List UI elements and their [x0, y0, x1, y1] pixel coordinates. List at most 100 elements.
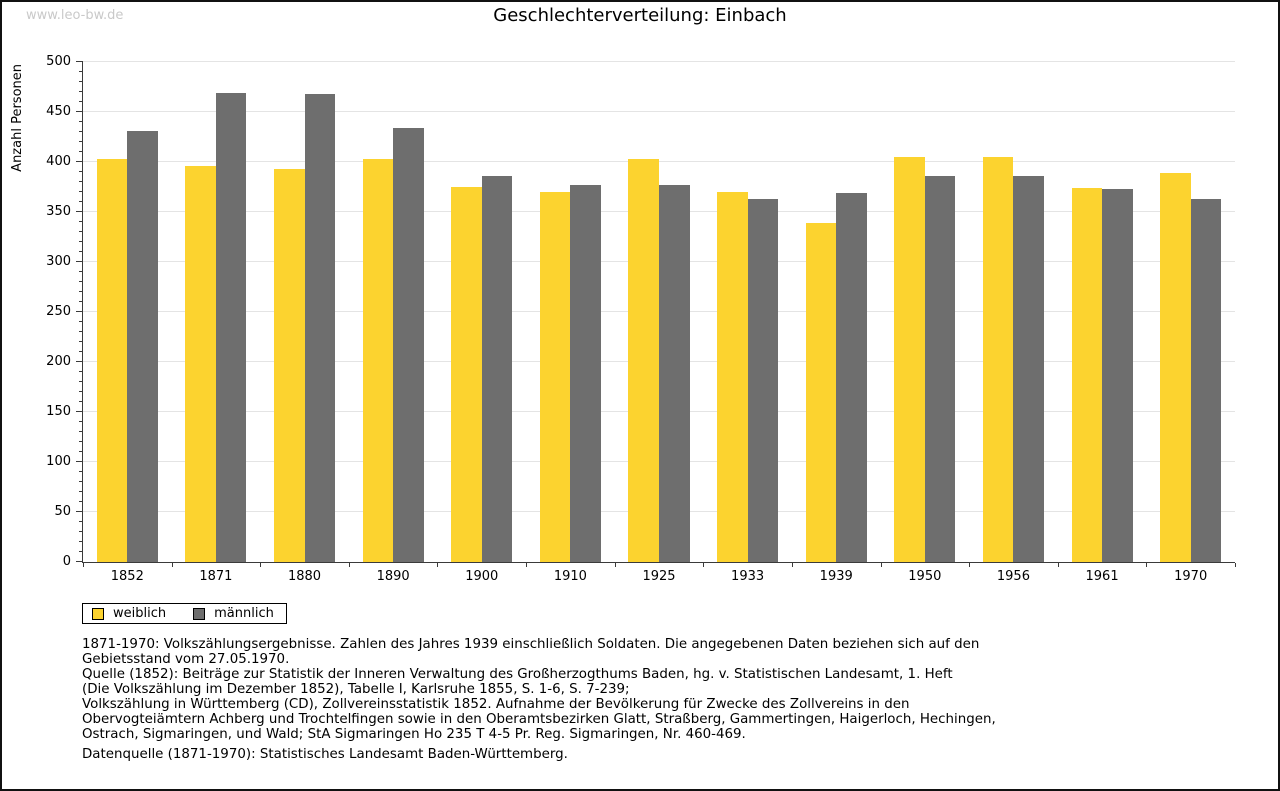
legend-item-weiblich: weiblich — [92, 606, 166, 621]
y-minor-tick-240 — [79, 321, 83, 322]
bar-männlich-1933 — [747, 199, 779, 562]
bar-weiblich-1910 — [539, 192, 571, 562]
x-category-label-1890: 1890 — [376, 569, 410, 584]
y-minor-tick-40 — [79, 521, 83, 522]
x-tick-7 — [703, 563, 705, 567]
y-minor-tick-460 — [79, 101, 83, 102]
bar-männlich-1910 — [570, 185, 601, 562]
legend-swatch-männlich — [193, 607, 206, 620]
bar-weiblich-1871 — [185, 166, 216, 562]
y-tick-label-0: 0 — [62, 554, 71, 569]
x-category-label-1852: 1852 — [110, 569, 144, 584]
y-minor-tick-320 — [79, 241, 83, 242]
bar-männlich-1961 — [1102, 189, 1133, 562]
y-minor-tick-310 — [79, 251, 83, 252]
y-minor-tick-80 — [79, 481, 83, 482]
bar-männlich-1900 — [481, 176, 513, 562]
bar-weiblich-1852 — [96, 159, 128, 562]
bar-männlich-1871 — [215, 93, 247, 562]
x-category-label-1910: 1910 — [553, 569, 587, 584]
footnote-line-2: Gebietsstand vom 27.05.1970. — [82, 652, 290, 667]
y-minor-tick-60 — [79, 501, 83, 502]
bar-männlich-1880 — [304, 94, 336, 562]
y-minor-tick-360 — [79, 201, 83, 202]
bar-weiblich-1900 — [451, 187, 482, 562]
y-tick-250 — [76, 311, 83, 312]
bar-männlich-1950 — [924, 176, 956, 562]
x-tick-8 — [791, 563, 793, 567]
y-minor-tick-420 — [79, 141, 83, 142]
y-minor-tick-260 — [79, 301, 83, 302]
x-tick-13 — [1235, 563, 1236, 567]
y-minor-tick-160 — [79, 401, 83, 402]
y-axis-title: Anzahl Personen — [10, 64, 25, 172]
y-minor-tick-480 — [79, 81, 83, 82]
bar-weiblich-1925 — [628, 159, 659, 562]
x-category-label-1939: 1939 — [819, 569, 853, 584]
footnote-line-5: Volkszählung in Württemberg (CD), Zollve… — [82, 697, 910, 712]
y-tick-label-400: 400 — [46, 154, 71, 169]
x-category-label-1956: 1956 — [996, 569, 1030, 584]
bar-weiblich-1933 — [717, 192, 748, 562]
y-minor-tick-70 — [79, 491, 83, 492]
footnote-line-4: (Die Volkszählung im Dezember 1852), Tab… — [82, 682, 630, 697]
footnote-line-3: Quelle (1852): Beiträge zur Statistik de… — [82, 667, 953, 682]
y-tick-300 — [76, 261, 83, 262]
y-minor-tick-120 — [79, 441, 83, 442]
y-minor-tick-130 — [79, 431, 83, 432]
y-tick-label-350: 350 — [46, 204, 71, 219]
y-tick-label-450: 450 — [46, 104, 71, 119]
y-minor-tick-470 — [79, 91, 83, 92]
y-tick-350 — [76, 211, 83, 212]
y-minor-tick-270 — [79, 291, 83, 292]
y-minor-tick-110 — [79, 451, 83, 452]
y-minor-tick-390 — [79, 171, 83, 172]
y-minor-tick-180 — [79, 381, 83, 382]
x-tick-3 — [348, 563, 350, 567]
x-tick-6 — [614, 563, 616, 567]
y-tick-100 — [76, 461, 83, 462]
y-tick-label-300: 300 — [46, 254, 71, 269]
x-tick-4 — [437, 563, 439, 567]
y-tick-450 — [76, 111, 83, 112]
bar-männlich-1925 — [659, 185, 690, 562]
site-watermark: www.leo-bw.de — [26, 8, 124, 23]
y-tick-50 — [76, 511, 83, 512]
x-category-label-1961: 1961 — [1085, 569, 1119, 584]
footnote-line-1: 1871-1970: Volkszählungsergebnisse. Zahl… — [82, 637, 980, 652]
y-minor-tick-190 — [79, 371, 83, 372]
y-tick-label-50: 50 — [54, 504, 71, 519]
bar-männlich-1939 — [836, 193, 867, 562]
legend-label-männlich: männlich — [214, 606, 274, 621]
legend-item-männlich: männlich — [193, 606, 274, 621]
plot-area: 0 50 100 150 200 250 300 350 400 450 500 1852 1871 18… — [46, 55, 1236, 584]
y-tick-label-100: 100 — [46, 454, 71, 469]
y-tick-150 — [76, 411, 83, 412]
footnote-block: 1871-1970: Volkszählungsergebnisse. Zahl… — [82, 637, 996, 742]
footnote-line-6: Obervogteiämtern Achberg und Trochtelfin… — [82, 712, 996, 727]
y-minor-tick-380 — [79, 181, 83, 182]
y-minor-tick-410 — [79, 151, 83, 152]
y-tick-0 — [76, 561, 83, 562]
x-category-label-1933: 1933 — [731, 569, 765, 584]
y-minor-tick-280 — [79, 281, 83, 282]
gridline-400 — [83, 161, 1235, 162]
x-category-label-1925: 1925 — [642, 569, 676, 584]
y-minor-tick-220 — [79, 341, 83, 342]
y-minor-tick-20 — [79, 541, 83, 542]
y-minor-tick-430 — [79, 131, 83, 132]
x-category-label-1970: 1970 — [1174, 569, 1208, 584]
bar-weiblich-1961 — [1071, 188, 1103, 562]
x-category-label-1871: 1871 — [199, 569, 233, 584]
bar-weiblich-1956 — [982, 157, 1014, 562]
y-tick-label-500: 500 — [46, 54, 71, 69]
y-tick-500 — [76, 61, 83, 62]
y-minor-tick-90 — [79, 471, 83, 472]
x-tick-1 — [171, 563, 173, 567]
y-minor-tick-210 — [79, 351, 83, 352]
x-category-label-1880: 1880 — [287, 569, 322, 584]
y-minor-tick-490 — [79, 71, 83, 72]
y-tick-200 — [76, 361, 83, 362]
y-tick-label-250: 250 — [46, 304, 71, 319]
legend: weiblich männlich — [82, 603, 287, 624]
